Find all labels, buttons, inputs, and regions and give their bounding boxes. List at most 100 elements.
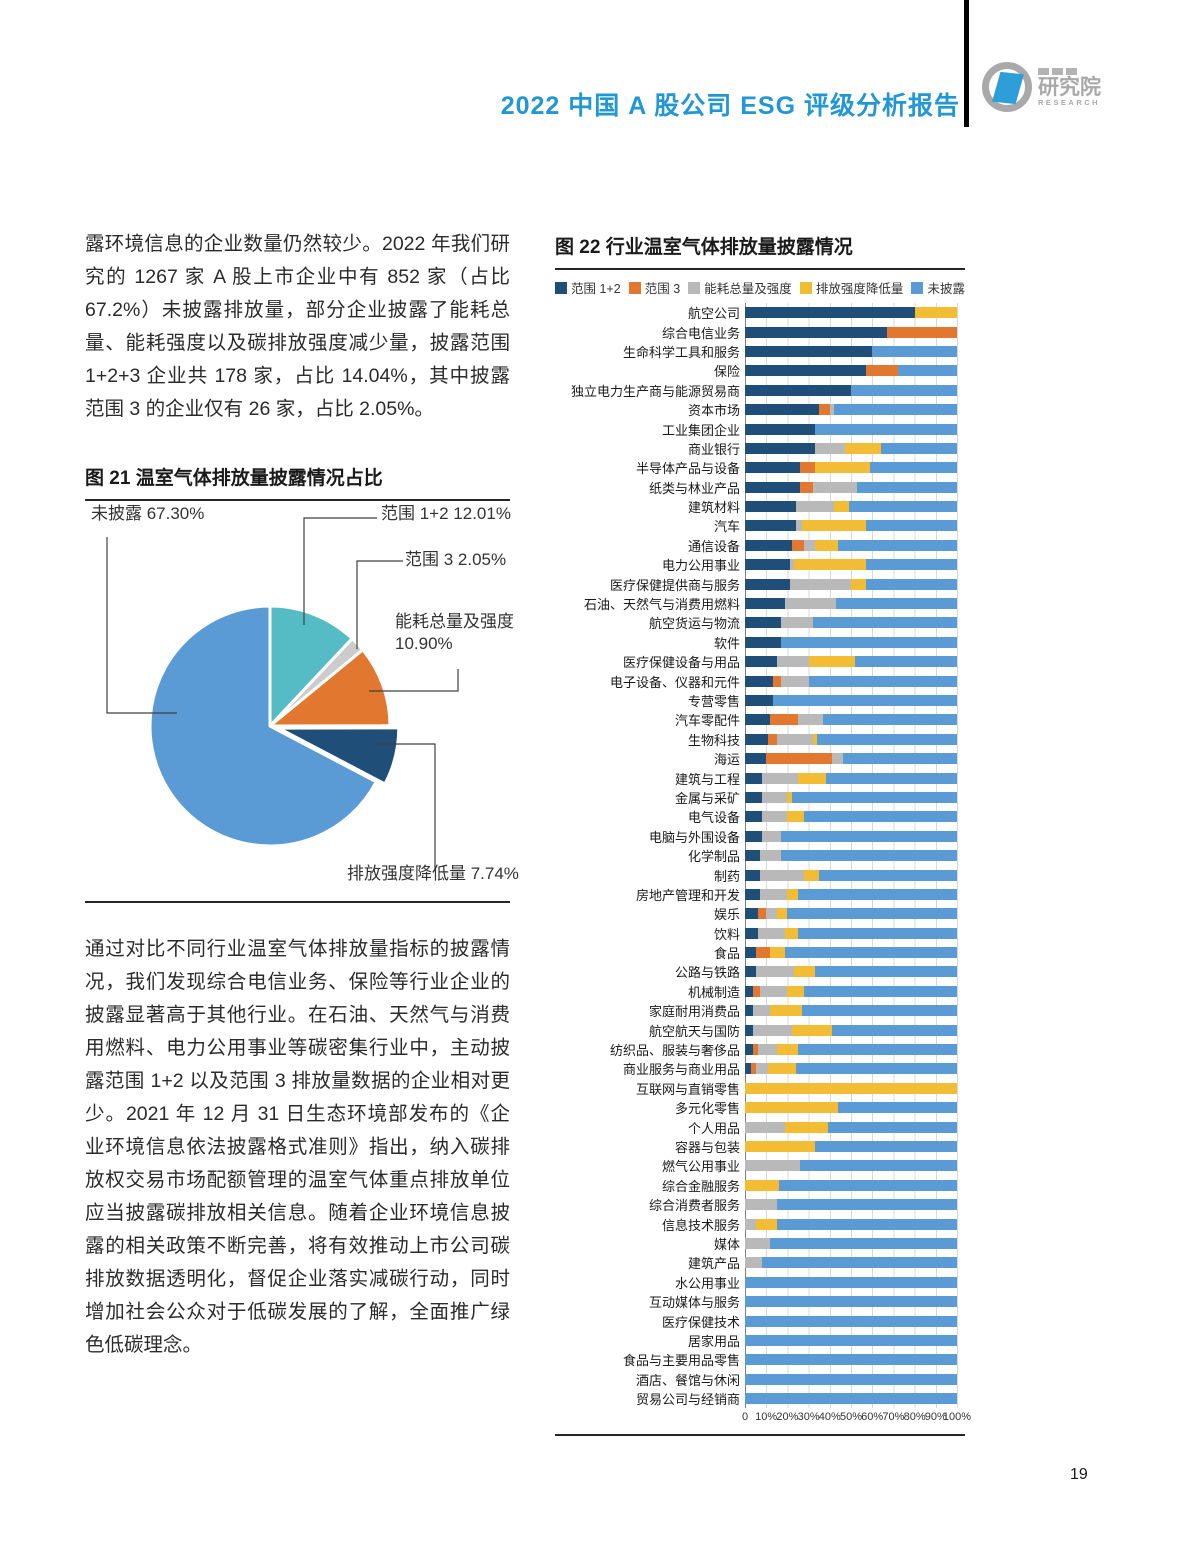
bar-segment <box>855 656 957 668</box>
bar-segment <box>745 404 820 416</box>
bar-category-label: 个人用品 <box>687 1120 740 1136</box>
x-tick-label: 30% <box>797 1411 820 1424</box>
bar-track <box>745 326 957 338</box>
bar-segment <box>791 539 805 551</box>
bar-segment <box>802 1005 957 1017</box>
bar-segment <box>745 1334 957 1346</box>
bar-segment <box>814 1140 957 1152</box>
bar-category-label: 专营零售 <box>687 694 740 709</box>
bar-track <box>745 675 957 687</box>
bar-category-label: 医疗保健提供商与服务 <box>609 577 740 593</box>
bar-segment <box>768 1063 796 1075</box>
bar-category-label: 航空公司 <box>687 306 740 322</box>
bar-segment <box>745 1063 752 1075</box>
bar-segment <box>745 714 771 726</box>
bar-row: 媒体 <box>555 1234 965 1253</box>
bar-track <box>745 985 957 997</box>
bar-segment <box>834 404 957 416</box>
bar-category-label: 建筑材料 <box>687 500 740 516</box>
figure-22-bottom-rule <box>555 1426 965 1437</box>
bar-segment <box>768 733 777 745</box>
bar-row: 建筑与工程 <box>555 768 965 787</box>
bar-row: 金属与采矿 <box>555 788 965 807</box>
bar-row: 纸类与林业产品 <box>555 478 965 497</box>
legend-item-2: 能耗总量及强度 <box>688 279 792 296</box>
bar-segment <box>865 365 898 377</box>
bar-segment <box>745 850 760 862</box>
bar-row: 医疗保健技术 <box>555 1311 965 1330</box>
bar-segment <box>759 869 805 881</box>
bar-segment <box>800 1160 957 1172</box>
bar-row: 保险 <box>555 361 965 380</box>
bar-segment <box>819 869 957 881</box>
bar-segment <box>817 733 957 745</box>
bar-segment <box>745 384 851 396</box>
bar-segment <box>776 1044 798 1056</box>
bar-track <box>745 811 957 823</box>
bar-segment <box>787 908 957 920</box>
x-tick-label: 20% <box>776 1411 799 1424</box>
bar-track <box>745 1121 957 1133</box>
x-tick-label: 100% <box>942 1411 972 1424</box>
bar-segment <box>787 811 805 823</box>
bar-segment <box>793 559 866 571</box>
bar-segment <box>753 1044 758 1056</box>
bar-segment <box>745 598 786 610</box>
bar-track <box>745 617 957 629</box>
bar-track <box>745 1063 957 1075</box>
bar-track <box>745 888 957 900</box>
bar-segment <box>850 578 866 590</box>
bar-segment <box>776 733 813 745</box>
bar-segment <box>745 1393 957 1405</box>
bar-track <box>745 1218 957 1230</box>
bar-category-label: 饮料 <box>713 926 740 942</box>
bar-category-label: 电子设备、仪器和元件 <box>609 674 740 690</box>
legend-label: 范围 3 <box>644 282 681 296</box>
bar-segment <box>770 1005 803 1017</box>
logo-icon <box>982 62 1032 112</box>
bar-segment <box>745 1082 957 1094</box>
logo-sub-text: RESEARCH <box>1038 97 1101 107</box>
bar-segment <box>872 345 957 357</box>
legend-label: 能耗总量及强度 <box>704 282 792 296</box>
bar-track <box>745 481 957 493</box>
bar-category-label: 商业银行 <box>687 441 740 457</box>
bar-category-label: 综合消费者服务 <box>648 1198 740 1214</box>
bar-track <box>745 772 957 784</box>
leader-line-4 <box>375 743 436 869</box>
bar-segment <box>755 966 794 978</box>
bar-row: 燃气公用事业 <box>555 1156 965 1175</box>
legend-label: 排放强度降低量 <box>815 282 904 296</box>
bar-segment <box>772 675 782 687</box>
bar-segment <box>819 404 830 416</box>
bar-segment <box>745 1140 815 1152</box>
bar-row: 软件 <box>555 633 965 652</box>
bar-segment <box>745 1160 801 1172</box>
bar-track <box>745 442 957 454</box>
bar-segment <box>804 869 820 881</box>
bar-segment <box>797 772 826 784</box>
bar-segment <box>745 1237 771 1249</box>
bar-segment <box>770 714 798 726</box>
bar-segment <box>787 791 792 803</box>
bar-segment <box>789 578 851 590</box>
bar-track <box>745 598 957 610</box>
bar-row: 食品 <box>555 943 965 962</box>
bar-track <box>745 1334 957 1346</box>
header-divider <box>964 0 969 127</box>
bar-track <box>745 636 957 648</box>
pie-label-4: 未披露 67.30% <box>91 504 205 523</box>
bar-category-label: 商业服务与商业用品 <box>622 1062 740 1078</box>
bar-segment <box>745 791 762 803</box>
bar-track <box>745 695 957 706</box>
bar-segment <box>831 753 843 765</box>
bar-row: 酒店、餐馆与休闲 <box>555 1369 965 1388</box>
bar-segment <box>745 1354 957 1366</box>
bar-row: 航空公司 <box>555 303 965 322</box>
bar-segment <box>745 1102 839 1114</box>
bar-category-label: 公路与铁路 <box>674 965 740 981</box>
bar-track <box>745 1199 957 1211</box>
leader-line-0 <box>106 537 177 714</box>
legend-swatch-icon <box>628 281 641 294</box>
